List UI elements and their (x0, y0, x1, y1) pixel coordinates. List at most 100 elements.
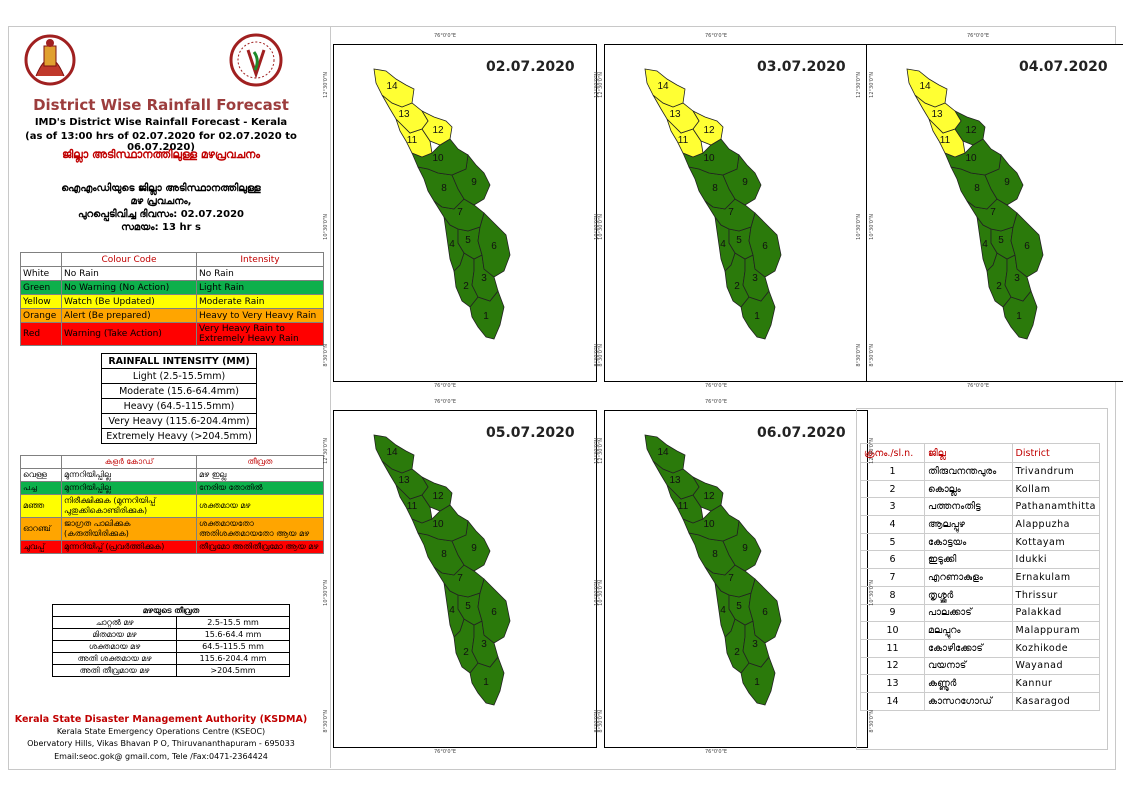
district-6-region (477, 578, 511, 644)
district-6-label: 6 (491, 607, 497, 618)
district-name-ml: മലപ്പുറം (924, 621, 1013, 640)
district-3-label: 3 (481, 639, 487, 650)
rainfall-intensity-title: RAINFALL INTENSITY (MM) (101, 353, 257, 369)
district-8-label: 8 (441, 183, 447, 194)
district-7-label: 7 (728, 573, 734, 584)
district-header-slno: ക്രനം./sl.n. (859, 443, 926, 463)
district-10-label: 10 (965, 153, 977, 164)
colour-meaning: No Rain (61, 266, 197, 281)
intensity-range: Extremely Heavy (>204.5mm) (101, 428, 257, 444)
district-6-region (748, 212, 782, 278)
ml-intensity-label: ചാറ്റൽ മഴ (51, 616, 178, 629)
district-name-ml: കണ്ണൂർ (924, 674, 1013, 693)
district-number: 2 (859, 479, 926, 499)
ml-colour-meaning: മുന്നറിയിപ്പില്ല (61, 481, 197, 495)
district-9-label: 9 (742, 543, 748, 554)
district-5-label: 5 (736, 601, 742, 612)
ml-intensity-title: മഴയുടെ തീവ്രത (52, 604, 290, 617)
ml-intensity-label: അതി ശക്തമായ മഴ (51, 652, 178, 665)
district-name-en: Thrissur (1011, 585, 1101, 605)
district-1-label: 1 (1016, 311, 1022, 322)
district-name-en: Pathanamthitta (1011, 497, 1101, 517)
lat-tick-right: 10°30'0"N (869, 580, 875, 606)
colour-code-row: Orange Alert (Be prepared) Heavy to Very H… (20, 308, 324, 323)
lat-tick-left: 10°30'0"N (323, 214, 329, 240)
ml-intensity-range: >204.5mm (176, 664, 290, 677)
map-date: 03.07.2020 (757, 59, 846, 75)
district-8-label: 8 (712, 549, 718, 560)
map-date: 02.07.2020 (486, 59, 575, 75)
ml-colour-row: വെള്ള മുന്നറിയിപ്പില്ല മഴ ഇല്ല (20, 468, 324, 482)
colour-code-row: Red Warning (Take Action) Very Heavy Rain … (20, 322, 324, 346)
ml-intensity-range: 64.5-115.5 mm (176, 640, 290, 653)
lon-tick-top: 76°0'0"E (705, 33, 728, 39)
kerala-emblem-icon (24, 34, 76, 86)
ml-colour-meaning: ജാഗ്രത പാലിക്കുക (കരുതിയിരിക്കുക) (61, 517, 197, 541)
legend-panel (8, 26, 331, 768)
rainfall-intensity-table: RAINFALL INTENSITY (MM) Light (2.5-15.5m… (101, 353, 257, 444)
district-13-label: 13 (669, 475, 681, 486)
ml-colour-intensity: നേരിയ തോതിൽ (196, 481, 324, 495)
district-7-label: 7 (728, 207, 734, 218)
district-name-en: Kottayam (1011, 532, 1101, 552)
colour-intensity: Light Rain (196, 280, 324, 295)
lon-tick-bottom: 76°0'0"E (705, 383, 728, 389)
ml-intensity-row: ചാറ്റൽ മഴ 2.5-15.5 mm (51, 616, 290, 629)
lat-tick-left: 12°30'0"N (323, 72, 329, 98)
district-11-label: 11 (678, 135, 689, 146)
district-9-label: 9 (1004, 177, 1010, 188)
ml-colour-meaning: നിരീക്ഷിക്കുക (മുന്നറിയിപ്പ് പുതുക്കികൊണ… (61, 494, 197, 518)
district-12-label: 12 (703, 491, 715, 502)
district-10-label: 10 (432, 519, 444, 530)
colour-intensity: Moderate Rain (196, 294, 324, 309)
lat-tick-right: 12°30'0"N (869, 72, 875, 98)
lat-tick-left: 12°30'0"N (594, 438, 600, 464)
district-row: 10 മലപ്പുറം Malappuram (859, 621, 1101, 640)
district-13-label: 13 (398, 109, 410, 120)
district-14-label: 14 (657, 81, 669, 92)
district-13-label: 13 (931, 109, 943, 120)
district-name-en: Wayanad (1011, 656, 1101, 676)
district-5-label: 5 (736, 235, 742, 246)
district-name-ml: എറണാകുളം (924, 568, 1013, 587)
lat-tick-left: 8°30'0"N (323, 710, 329, 733)
district-name-en: Idukki (1011, 550, 1101, 570)
district-number: 3 (859, 497, 926, 517)
map-date: 04.07.2020 (1019, 59, 1108, 75)
ml-colour-code-header: കളർ കോഡ് തീവ്രത (20, 455, 324, 469)
lat-tick-left: 12°30'0"N (594, 72, 600, 98)
district-10-label: 10 (703, 519, 715, 530)
district-name-en: Alappuzha (1011, 515, 1101, 534)
as-of-text: (as of 13:00 hrs of 02.07.2020 for 02.07… (25, 131, 297, 153)
ml-intensity-table: മഴയുടെ തീവ്രത ചാറ്റൽ മഴ 2.5-15.5 mm മിതമായ… (51, 604, 290, 677)
district-12-label: 12 (703, 125, 715, 136)
district-6-label: 6 (762, 241, 768, 252)
district-6-label: 6 (491, 241, 497, 252)
lon-tick-top: 76°0'0"E (434, 399, 457, 405)
district-row: 3 പത്തനംതിട്ട Pathanamthitta (859, 497, 1101, 517)
lon-tick-bottom: 76°0'0"E (705, 749, 728, 755)
district-11-label: 11 (407, 135, 418, 146)
district-5-label: 5 (465, 601, 471, 612)
district-name-ml: പത്തനംതിട്ട (924, 497, 1013, 517)
colour-code-row: Green No Warning (No Action) Light Rain (20, 280, 324, 295)
colour-intensity: No Rain (196, 266, 324, 281)
colour-code-header-blank (20, 252, 62, 267)
district-row: 7 എറണാകുളം Ernakulam (859, 568, 1101, 587)
district-8-label: 8 (441, 549, 447, 560)
district-4-label: 4 (720, 239, 726, 250)
lon-tick-bottom: 76°0'0"E (434, 383, 457, 389)
district-name-en: Malappuram (1011, 621, 1101, 640)
district-14-label: 14 (386, 81, 398, 92)
district-2-label: 2 (463, 647, 469, 658)
colour-meaning: Watch (Be Updated) (61, 294, 197, 309)
ml-colour-meaning: മുന്നറിയിപ്പില്ല (61, 468, 197, 482)
ml-line-2: മഴ പ്രവചനം, (130, 196, 192, 207)
district-1-label: 1 (754, 677, 760, 688)
district-header-en: District (1011, 443, 1101, 463)
forecast-map-06.07.2020: 1 2 3 4 5 6 7 8 9 10 11 12 13 14 06.07.2020 76°0'0"E 76°… (604, 399, 868, 755)
district-1-label: 1 (754, 311, 760, 322)
district-13-label: 13 (398, 475, 410, 486)
